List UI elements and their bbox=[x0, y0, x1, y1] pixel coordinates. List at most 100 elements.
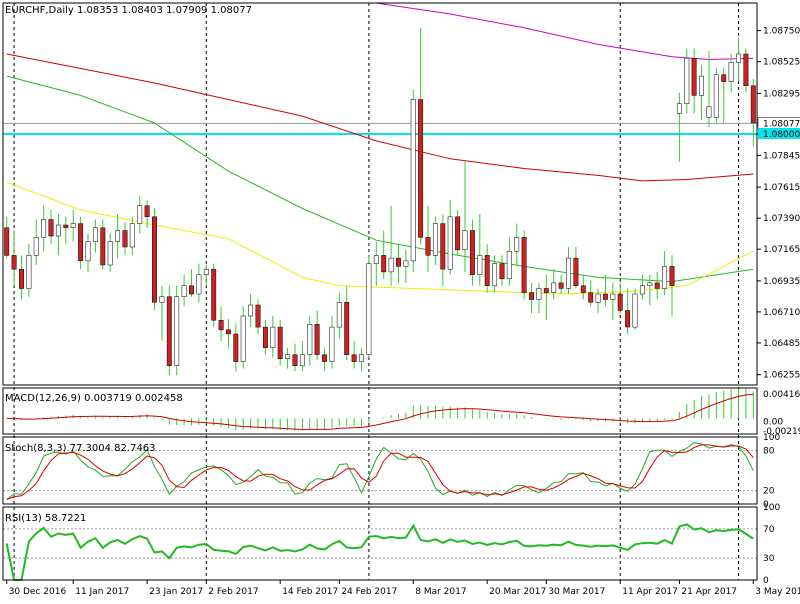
candle bbox=[322, 347, 327, 372]
candle-body bbox=[610, 293, 616, 300]
candle bbox=[602, 274, 608, 307]
x-axis-tick-label: 14 Feb 2017 bbox=[282, 587, 338, 597]
rsi-label: RSI(13) 58.7221 bbox=[5, 513, 86, 524]
candle bbox=[70, 209, 76, 242]
candle-body bbox=[654, 282, 660, 289]
candle bbox=[388, 205, 394, 286]
y-axis-tick-label: 1.08750 bbox=[763, 27, 800, 37]
rsi-axis-tick-label: 0 bbox=[763, 576, 769, 586]
candle bbox=[4, 216, 10, 259]
candle-body bbox=[336, 302, 342, 328]
moving-average-line bbox=[6, 75, 754, 283]
candle bbox=[440, 213, 446, 286]
candle-body bbox=[580, 285, 586, 293]
candle-body bbox=[248, 304, 254, 317]
candle bbox=[144, 200, 150, 228]
candle bbox=[743, 48, 749, 93]
candle bbox=[196, 263, 202, 303]
candle-body bbox=[255, 304, 261, 328]
candle-body bbox=[218, 319, 224, 331]
candle-body bbox=[736, 53, 741, 63]
candle-body bbox=[26, 255, 32, 289]
candle bbox=[129, 216, 135, 256]
candle bbox=[344, 285, 350, 361]
level-price-box bbox=[758, 128, 800, 140]
candle bbox=[159, 285, 165, 341]
candle-body bbox=[373, 255, 379, 264]
candle-body bbox=[11, 255, 17, 270]
candle-body bbox=[351, 354, 357, 362]
candle bbox=[647, 274, 653, 306]
candle-body bbox=[359, 354, 364, 362]
candle-body bbox=[55, 224, 61, 237]
candle bbox=[336, 292, 342, 339]
macd-axis-tick-label: 0.004161 bbox=[763, 390, 800, 400]
candle bbox=[381, 230, 387, 279]
candle-body bbox=[381, 255, 387, 273]
candle-body bbox=[189, 285, 194, 295]
x-axis-tick-label: 11 Jan 2017 bbox=[75, 587, 129, 597]
candle-body bbox=[521, 237, 527, 293]
candle bbox=[506, 237, 512, 286]
candle-body bbox=[455, 216, 461, 251]
candle bbox=[233, 324, 239, 372]
candle-body bbox=[750, 85, 756, 124]
candle-body bbox=[713, 74, 719, 118]
candle-body bbox=[625, 310, 631, 328]
candle-body bbox=[41, 219, 47, 238]
candle-body bbox=[307, 324, 313, 355]
candle bbox=[329, 316, 335, 369]
candle bbox=[240, 306, 246, 369]
candle-body bbox=[366, 263, 372, 355]
candle bbox=[573, 247, 579, 289]
candle-body bbox=[676, 103, 682, 114]
candle-body bbox=[107, 241, 113, 266]
candle bbox=[248, 293, 254, 328]
candle bbox=[55, 213, 61, 256]
candle-body bbox=[484, 255, 490, 286]
stoch-d-line bbox=[6, 444, 754, 500]
candle bbox=[166, 285, 172, 376]
candle-body bbox=[203, 268, 209, 275]
candle bbox=[477, 213, 483, 286]
candle-body bbox=[33, 237, 39, 256]
candle-body bbox=[270, 326, 276, 349]
candle-body bbox=[477, 255, 483, 275]
stoch-k-line bbox=[6, 442, 754, 500]
stoch-axis-tick-label: 0 bbox=[763, 500, 769, 510]
candle bbox=[736, 37, 741, 82]
candle bbox=[588, 280, 594, 307]
candle-body bbox=[388, 257, 394, 273]
candle-body bbox=[4, 227, 10, 256]
rsi-axis-tick-label: 70 bbox=[763, 525, 775, 535]
y-axis-tick-label: 1.07165 bbox=[763, 245, 800, 255]
candle-body bbox=[92, 227, 98, 242]
candle bbox=[499, 255, 505, 286]
candle-body bbox=[425, 237, 431, 256]
candle-body bbox=[573, 257, 579, 286]
rsi-line bbox=[5, 523, 754, 581]
candle bbox=[262, 320, 268, 355]
candle bbox=[558, 274, 564, 294]
candle bbox=[529, 282, 534, 314]
candle bbox=[684, 48, 690, 114]
candle bbox=[625, 288, 631, 334]
candle-body bbox=[647, 282, 653, 286]
candle-body bbox=[514, 237, 520, 252]
candle-body bbox=[396, 257, 401, 267]
x-axis-tick-label: 11 Apr 2017 bbox=[622, 587, 678, 597]
candle bbox=[632, 288, 638, 330]
candle bbox=[484, 244, 490, 293]
candle-body bbox=[743, 53, 749, 86]
candle-body bbox=[63, 224, 69, 229]
x-axis-tick-label: 21 Apr 2017 bbox=[681, 587, 737, 597]
macd-label: MACD(12,26,9) 0.003719 0.002458 bbox=[5, 393, 183, 404]
candle bbox=[580, 274, 586, 300]
candle-body bbox=[566, 257, 571, 289]
candle-body bbox=[196, 274, 202, 295]
y-axis-tick-label: 1.07845 bbox=[763, 151, 800, 161]
macd-axis-tick-label: -0.002196 bbox=[763, 427, 800, 437]
candle bbox=[425, 205, 431, 272]
candle-body bbox=[602, 293, 608, 300]
candle bbox=[669, 255, 675, 317]
